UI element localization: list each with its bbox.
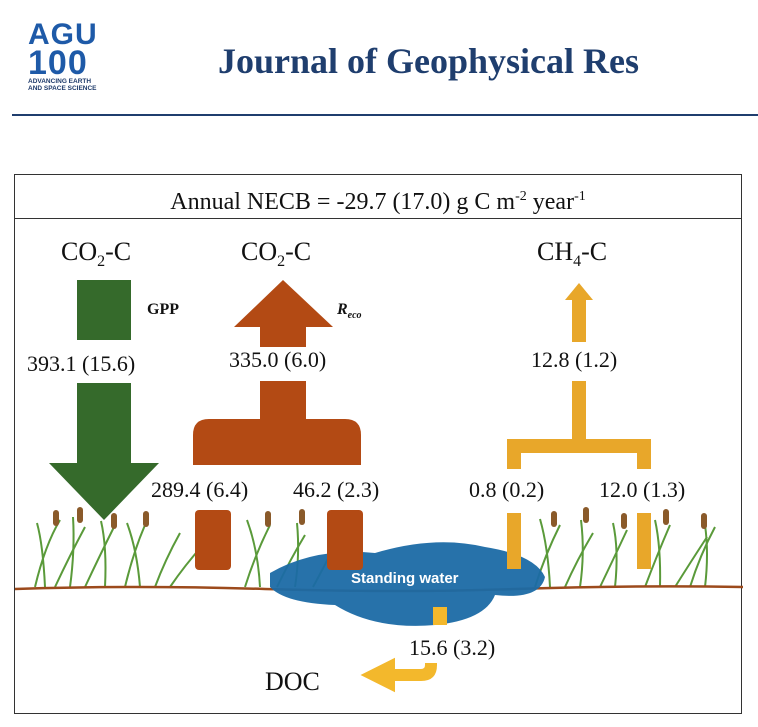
carbon-budget-figure: Annual NECB = -29.7 (17.0) g C m-2 year-… — [14, 174, 743, 714]
agu-logo[interactable]: AGU 100 ADVANCING EARTH AND SPACE SCIENC… — [28, 18, 114, 93]
title-exp2: -1 — [574, 189, 586, 204]
gpp-value: 393.1 (15.6) — [27, 351, 136, 376]
doc-stem — [433, 607, 447, 625]
ch4-left-leg — [507, 513, 521, 569]
ch4-header-text: CH4-C — [537, 237, 608, 271]
logo-subtitle-1: ADVANCING EARTH — [28, 78, 92, 85]
header-rule — [12, 114, 758, 116]
journal-title[interactable]: Journal of Geophysical Res — [218, 41, 640, 81]
ch4-right-down — [637, 439, 651, 469]
ch4-arrow-stem — [572, 381, 586, 439]
gpp-arrow-shaft-bottom — [77, 383, 131, 463]
ch4-arrow-shaft-top — [572, 300, 586, 342]
reco-co2-header: CO2-C — [241, 237, 311, 271]
gpp-label: GPP — [147, 301, 179, 318]
ch4-left-down — [507, 439, 521, 469]
ch4-right-value: 12.0 (1.3) — [599, 477, 686, 502]
standing-water-label: Standing water — [351, 570, 459, 587]
page-header: AGU 100 ADVANCING EARTH AND SPACE SCIENC… — [0, 0, 758, 118]
ch4-header: CH4-C — [537, 237, 607, 271]
reco-label-r: R — [337, 301, 348, 318]
reco-label: Reco — [337, 301, 362, 321]
reco-value: 335.0 (6.0) — [229, 347, 327, 372]
reco-left-leg — [195, 510, 231, 570]
reco-right-value: 46.2 (2.3) — [293, 477, 380, 502]
ch4-branch-bar — [507, 439, 651, 453]
logo-100-text: 100 — [28, 44, 88, 82]
logo-agu-text: AGU — [28, 18, 98, 51]
reco-right-leg — [327, 510, 363, 570]
ch4-arrowhead — [565, 283, 593, 300]
title-main: Annual NECB = -29.7 (17.0) g C m — [170, 189, 516, 215]
doc-arrow — [360, 657, 438, 693]
reco-arrow-stem — [260, 381, 306, 421]
gpp-co2-header-text: CO2-C — [61, 237, 132, 271]
gpp-co2-header: CO2-C — [61, 237, 131, 271]
reco-co2-header-text: CO2-C — [241, 237, 312, 271]
gpp-arrowhead — [49, 463, 159, 520]
reco-arrowhead — [234, 280, 333, 327]
flux-diagram — [15, 280, 743, 693]
reco-arrow-shaft-top — [260, 327, 306, 347]
title-mid: year — [526, 189, 575, 215]
figure-title: Annual NECB = -29.7 (17.0) g C m-2 year-… — [15, 175, 741, 219]
ch4-left-value: 0.8 (0.2) — [469, 477, 545, 502]
ch4-value: 12.8 (1.2) — [531, 347, 618, 372]
reco-branch — [193, 419, 361, 465]
ch4-right-leg — [637, 513, 651, 569]
gpp-arrow-shaft-top — [77, 280, 131, 340]
doc-value: 15.6 (3.2) — [409, 635, 496, 660]
logo-subtitle-2: AND SPACE SCIENCE — [28, 85, 97, 92]
cattail-heads — [53, 507, 707, 529]
reco-left-value: 289.4 (6.4) — [151, 477, 249, 502]
title-exp1: -2 — [515, 189, 527, 204]
reco-label-sub: eco — [347, 310, 362, 322]
doc-label: DOC — [265, 667, 320, 696]
